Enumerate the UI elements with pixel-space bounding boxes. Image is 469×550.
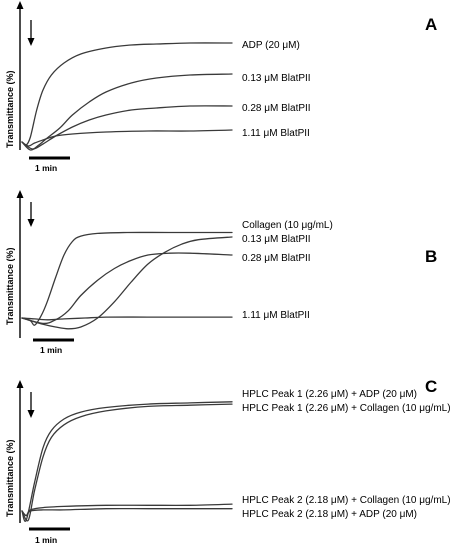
panel-a-letter: A [425,15,437,34]
panel-a-axis-arrow-icon [16,1,24,9]
panel-a-label-111: 1.11 μM BlatPII [242,128,310,139]
panel-b: Transmittance (%) B 1 min Collagen (10 μ… [5,190,437,355]
panel-b-ylabel: Transmittance (%) [5,247,15,325]
panel-c-label-peak1-collagen: HPLC Peak 1 (2.26 μM) + Collagen (10 μg/… [242,403,451,414]
panel-a-trace-3 [21,105,233,150]
panel-c-letter: C [425,377,437,396]
panel-b-trace-4 [21,316,233,321]
panel-b-down-arrowhead-icon [27,219,35,227]
panel-b-letter: B [425,247,437,266]
panel-a-label-013: 0.13 μM BlatPII [242,73,311,84]
panel-b-scale-label: 1 min [40,345,62,355]
panel-a-label-028: 0.28 μM BlatPII [242,103,311,114]
panel-c-series [21,401,233,522]
panel-a-down-arrowhead-icon [27,38,35,46]
panel-c-down-arrowhead-icon [27,410,35,418]
panel-b-label-111: 1.11 μM BlatPII [242,310,310,321]
panel-c-trace-2 [21,403,233,522]
panel-b-trace-1 [21,231,233,326]
panel-a-trace-4 [21,129,233,147]
panel-c-scale-label: 1 min [35,535,57,545]
panel-c-ylabel: Transmittance (%) [5,439,15,517]
panel-b-label-028: 0.28 μM BlatPII [242,253,311,264]
panel-a-scale-label: 1 min [35,163,57,173]
panel-b-series [21,231,233,330]
panel-a-series [21,42,233,151]
panel-a-label-adp: ADP (20 μM) [242,40,300,51]
panel-b-label-013: 0.13 μM BlatPII [242,234,311,245]
panel-c-label-peak2-adp: HPLC Peak 2 (2.18 μM) + ADP (20 μM) [242,509,417,520]
panel-c-trace-1 [21,401,233,522]
panel-c: Transmittance (%) C 1 min HPLC Peak 1 (2… [5,377,451,545]
panel-c-trace-4 [21,507,233,517]
panel-b-trace-3 [21,252,233,325]
panel-b-trace-2 [21,236,233,330]
panel-a: Transmittance (%) A 1 min ADP (20 μM) 0.… [5,1,437,173]
panel-b-axis-arrow-icon [16,190,24,198]
panel-c-axis-arrow-icon [16,380,24,388]
panel-c-label-peak1-adp: HPLC Peak 1 (2.26 μM) + ADP (20 μM) [242,389,417,400]
panel-c-label-peak2-collagen: HPLC Peak 2 (2.18 μM) + Collagen (10 μg/… [242,495,451,506]
panel-b-label-collagen: Collagen (10 μg/mL) [242,220,333,231]
panel-a-trace-2 [21,73,233,151]
panel-a-ylabel: Transmittance (%) [5,70,15,148]
panel-a-trace-1 [21,42,233,146]
